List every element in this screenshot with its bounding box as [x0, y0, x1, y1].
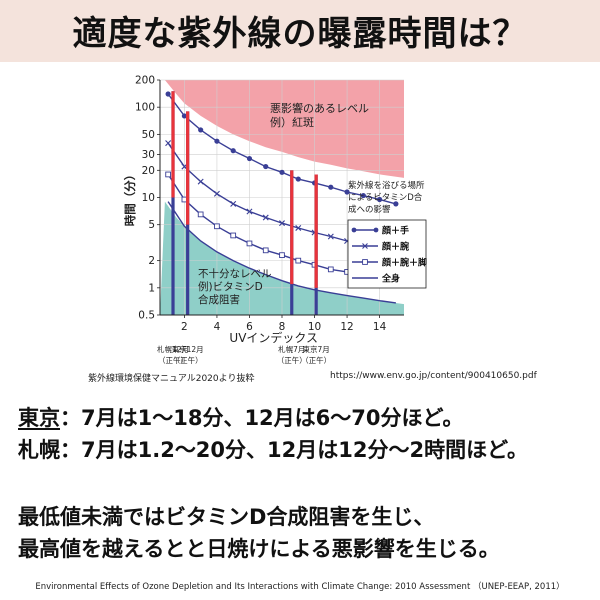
y-axis-label: 時間（分） — [123, 169, 137, 227]
legend-title: 紫外線を浴びる場所 — [348, 180, 425, 191]
data-point — [344, 189, 350, 195]
data-point — [165, 140, 172, 147]
y-tick-label: 20 — [142, 165, 155, 177]
note-line-2: 最高値を越えるとと日焼けによる悪影響を生じる。 — [18, 537, 500, 561]
labels: 悪影響のあるレベル例）紅斑不十分なレベル例)ビタミンD合成阻害札幌12月（正午）… — [157, 101, 427, 365]
legend-label: 顔＋腕＋脚 — [381, 257, 427, 269]
data-point — [214, 138, 220, 144]
marker-label: 東京7月 — [303, 344, 330, 354]
data-point — [165, 91, 171, 97]
data-point — [377, 196, 383, 203]
y-tick-label: 2 — [148, 255, 155, 267]
data-point — [197, 178, 204, 185]
markers-group — [171, 91, 318, 315]
marker-label: （正午） — [277, 355, 307, 365]
series-4 — [167, 201, 396, 304]
marker-label: （正午） — [173, 355, 203, 365]
data-point — [279, 252, 285, 258]
data-point — [198, 127, 204, 133]
data-point — [360, 192, 366, 199]
legend-label: 顔＋腕 — [381, 241, 409, 253]
x-tick-label: 8 — [279, 321, 286, 333]
data-point — [327, 233, 334, 240]
y-tick-label: 200 — [135, 75, 155, 87]
legend-marker — [351, 227, 357, 233]
marker-label: 札幌12月 — [157, 344, 189, 354]
page-title: 適度な紫外線の曝露時間は？ — [72, 14, 528, 54]
y-tick-label: 0.5 — [138, 310, 155, 322]
upper-region-label: 悪影響のあるレベル — [270, 101, 369, 115]
y-tick-label: 10 — [142, 192, 155, 204]
legend-marker — [362, 243, 368, 249]
y-tick-label: 100 — [135, 102, 155, 114]
data-point — [197, 211, 204, 218]
data-point — [213, 190, 220, 197]
x-tick-label: 10 — [308, 321, 321, 333]
legend-box — [347, 219, 427, 289]
series-line — [167, 201, 396, 304]
legend-title: 成への影響 — [348, 204, 391, 215]
legend-label: 顔＋手 — [381, 225, 409, 237]
data-point — [263, 163, 269, 170]
marker-label: 札幌7月 — [278, 344, 305, 354]
teal-zone — [160, 201, 404, 315]
marker-label: （正午） — [158, 355, 188, 365]
data-point — [327, 266, 334, 273]
y-tick-label: 5 — [148, 219, 155, 231]
y-tick-label: 30 — [142, 149, 155, 161]
data-point — [230, 232, 237, 239]
data-point — [246, 240, 253, 247]
x-tick-label: 6 — [246, 321, 253, 333]
data-point — [262, 214, 269, 221]
data-point — [279, 220, 285, 227]
data-point — [295, 176, 301, 182]
source-left: 紫外線環境保健マニュアル2020より抜粋 — [88, 374, 255, 384]
title-banner: 適度な紫外線の曝露時間は？ — [0, 0, 600, 62]
legend-marker — [373, 227, 379, 233]
upper-region-label: 例）紅斑 — [270, 115, 314, 129]
tokyo-line: 東京：7月は1～18分、12月は6～70分ほど。 — [18, 402, 463, 432]
data-point — [230, 200, 237, 207]
note-line-1: 最低値未満ではビタミンD合成阻害を生じ、 — [18, 505, 435, 529]
x-axis-label: UVインデックス — [229, 330, 318, 345]
tokyo-text: ：7月は1～18分、12月は6～70分ほど。 — [60, 406, 464, 430]
data-point — [230, 148, 236, 154]
data-point — [246, 155, 253, 162]
data-point — [214, 223, 220, 230]
x-tick-label: 2 — [181, 321, 188, 333]
x-tick-label: 14 — [373, 321, 387, 333]
tokyo-place: 東京 — [18, 406, 60, 430]
data-point — [295, 224, 302, 231]
marker-label: 東京12月 — [172, 344, 204, 354]
data-point — [246, 208, 253, 215]
data-point — [181, 113, 187, 119]
reference-citation: Environmental Effects of Ozone Depletion… — [35, 582, 565, 592]
y-tick-label: 50 — [142, 129, 155, 141]
data-point — [262, 247, 269, 254]
series-1 — [165, 91, 399, 207]
lower-region-label: 不十分なレベル — [198, 267, 272, 280]
legend-label: 全身 — [381, 273, 400, 285]
legend-marker — [362, 259, 368, 265]
data-point — [393, 201, 399, 207]
source-right: https://www.env.go.jp/content/900410650.… — [330, 371, 537, 381]
data-point — [279, 169, 285, 175]
sapporo-line: 札幌：7月は1.2～20分、12月は12分～2時間ほど。 — [18, 438, 529, 462]
lower-region-label: 例)ビタミンD — [198, 280, 263, 293]
marker-label: （正午） — [301, 355, 331, 365]
data-point — [165, 171, 171, 178]
y-tick-label: 1 — [148, 282, 155, 294]
x-tick-label: 12 — [340, 321, 353, 333]
data-point — [295, 257, 302, 264]
data-point — [328, 184, 334, 190]
x-tick-label: 4 — [214, 321, 221, 333]
legend-title: によるビタミンD合 — [348, 192, 423, 203]
lower-region-label: 合成阻害 — [198, 293, 240, 306]
